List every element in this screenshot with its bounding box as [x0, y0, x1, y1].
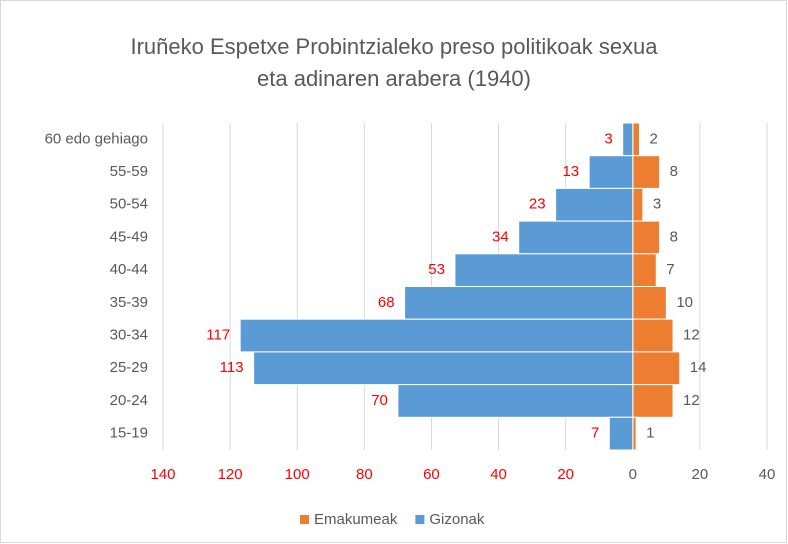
data-label: 13	[562, 163, 579, 180]
x-tick-label: 120	[218, 466, 243, 483]
data-label: 70	[371, 392, 388, 409]
bar	[632, 318, 674, 353]
bar	[632, 384, 674, 418]
data-label: 34	[492, 228, 509, 245]
bar	[397, 384, 634, 418]
legend-label: Emakumeak	[314, 511, 398, 528]
data-label: 23	[529, 196, 546, 213]
bar	[632, 187, 644, 222]
y-tick-label: 35-39	[110, 294, 148, 311]
bar	[555, 187, 634, 222]
bar	[632, 351, 681, 386]
data-label: 14	[690, 359, 707, 376]
legend-swatch	[300, 515, 309, 524]
data-label: 12	[683, 392, 700, 409]
y-tick-label: 55-59	[110, 163, 148, 180]
bar	[239, 318, 634, 353]
bar	[454, 253, 634, 288]
x-tick-label: 20	[692, 466, 709, 483]
data-label: 117	[206, 327, 230, 344]
data-label: 8	[670, 228, 678, 245]
x-tick-label: 40	[490, 466, 507, 483]
bar	[588, 155, 634, 189]
bar	[253, 351, 634, 386]
legend-swatch	[415, 515, 425, 524]
x-tick-label: 80	[356, 466, 373, 483]
bar	[632, 220, 661, 255]
y-tick-label: 15-19	[110, 425, 148, 442]
data-label: 7	[591, 425, 599, 442]
bar	[404, 286, 634, 320]
y-tick-label: 45-49	[110, 228, 148, 245]
y-tick-label: 20-24	[110, 392, 148, 409]
legend-label: Gizonak	[429, 511, 485, 528]
data-label: 3	[604, 130, 612, 147]
y-tick-label: 25-29	[110, 359, 148, 376]
y-tick-label: 50-54	[110, 196, 148, 213]
data-label: 2	[649, 130, 657, 147]
data-label: 3	[653, 196, 661, 213]
bar	[632, 286, 667, 320]
data-label: 113	[220, 359, 244, 376]
data-label: 10	[676, 294, 693, 311]
bar	[632, 155, 661, 189]
bar	[632, 122, 640, 157]
chart-title: Iruñeko Espetxe Probintzialeko preso pol…	[130, 34, 658, 59]
data-label: 53	[428, 261, 445, 278]
data-label: 8	[670, 163, 678, 180]
x-tick-label: 40	[759, 466, 776, 483]
x-tick-label: 20	[557, 466, 574, 483]
data-label: 68	[378, 294, 395, 311]
y-tick-label: 60 edo gehiago	[45, 130, 148, 147]
x-tick-label: 100	[285, 466, 310, 483]
chart-title: eta adinaren arabera (1940)	[257, 66, 531, 91]
bar	[622, 122, 634, 157]
x-tick-label: 60	[423, 466, 440, 483]
bar	[608, 416, 634, 451]
bar	[632, 253, 657, 288]
data-label: 12	[683, 327, 700, 344]
x-tick-label: 140	[150, 466, 175, 483]
y-tick-label: 40-44	[110, 261, 148, 278]
data-label: 7	[666, 261, 674, 278]
y-tick-label: 30-34	[110, 327, 148, 344]
x-tick-label: 0	[629, 466, 637, 483]
bar	[632, 416, 637, 451]
bar	[518, 220, 634, 255]
data-label: 1	[646, 425, 654, 442]
